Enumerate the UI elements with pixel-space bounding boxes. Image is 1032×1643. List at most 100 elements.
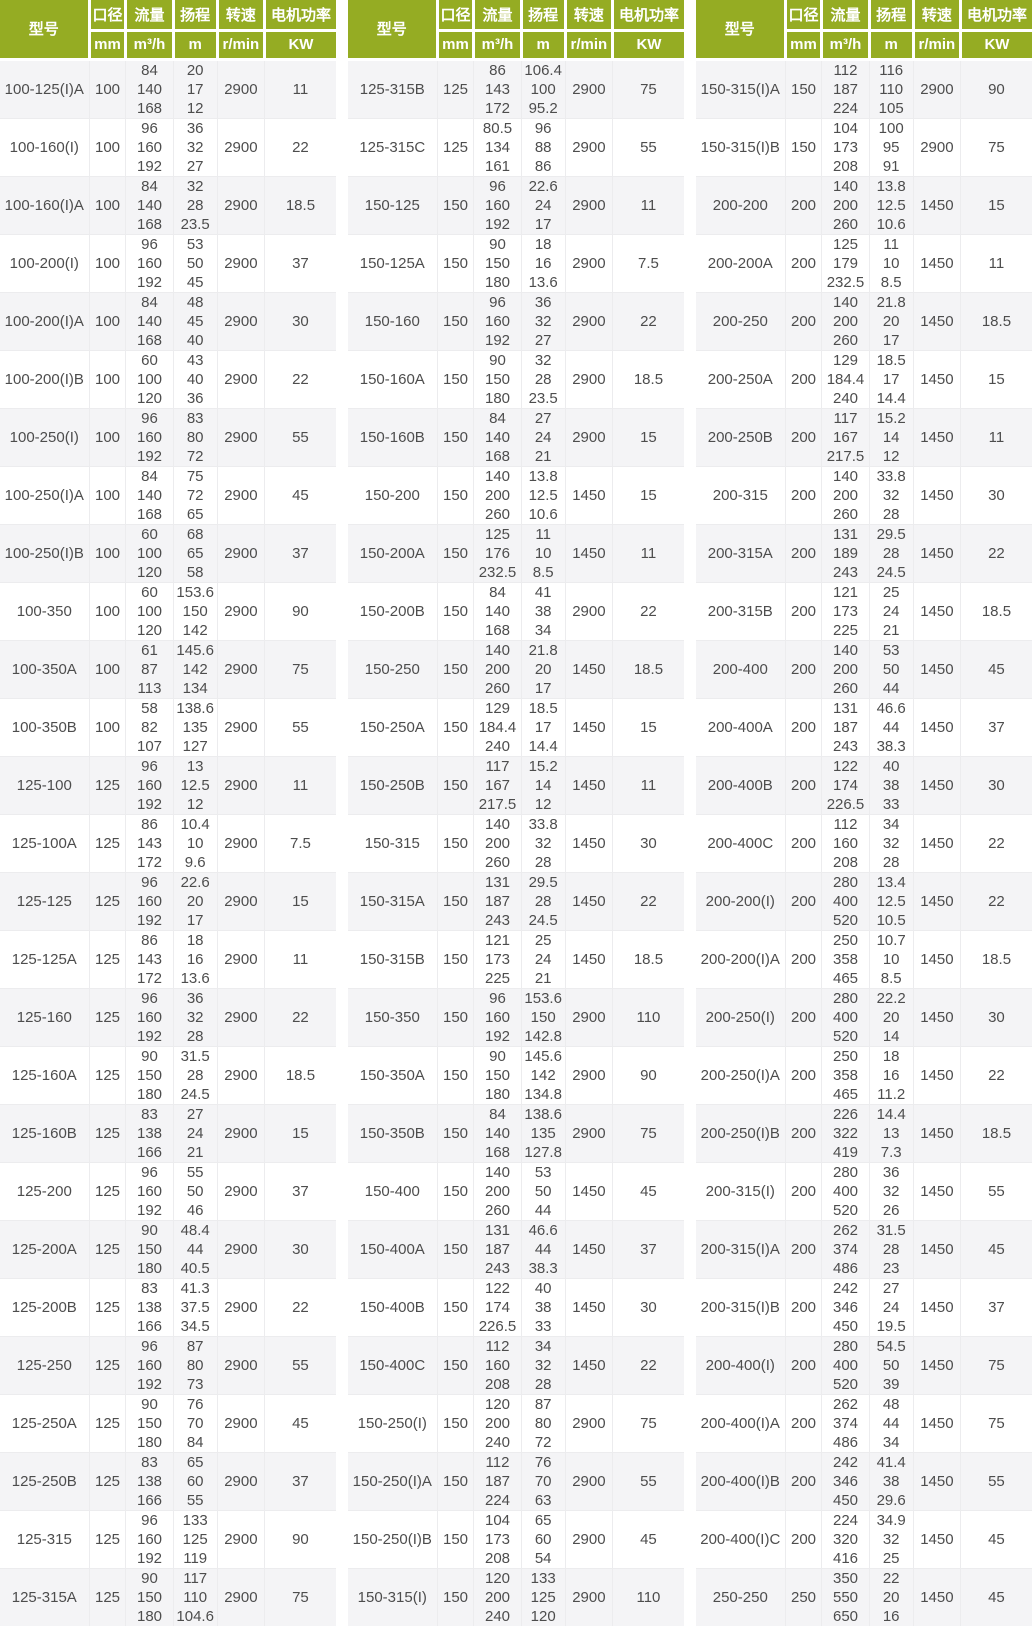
flow-cell: 122 174 226.5 bbox=[821, 756, 870, 815]
head-value: 58 bbox=[186, 563, 204, 581]
flow-cell: 140 200 260 bbox=[473, 466, 522, 525]
flow-value: 187 bbox=[484, 892, 511, 910]
col-header-model: 型号 bbox=[0, 0, 91, 61]
head-value: 20 bbox=[186, 61, 204, 79]
head-cell: 48 45 40 bbox=[173, 292, 218, 351]
flow-value: 322 bbox=[832, 1124, 859, 1142]
head-value: 50 bbox=[882, 660, 900, 678]
table-row: 150-250B 150 117 167 217.5 15.2 14 12 1450 11 bbox=[348, 756, 684, 815]
head-value: 36 bbox=[186, 989, 204, 1007]
power-cell: 22 bbox=[264, 988, 336, 1047]
diameter-cell: 125 bbox=[89, 1046, 127, 1105]
speed-cell: 1450 bbox=[913, 292, 961, 351]
flow-value: 104 bbox=[832, 119, 859, 137]
head-cell: 11 10 8.5 bbox=[869, 234, 914, 293]
head-value: 24 bbox=[534, 428, 552, 446]
table-row: 150-400 150 140 200 260 53 50 44 1450 45 bbox=[348, 1162, 684, 1221]
flow-cell: 112 187 224 bbox=[473, 1452, 522, 1511]
power-cell: 22 bbox=[612, 872, 684, 931]
flow-value: 173 bbox=[484, 1530, 511, 1548]
speed-cell: 2900 bbox=[217, 1162, 265, 1221]
diameter-cell: 100 bbox=[89, 698, 127, 757]
model-cell: 200-200(I)A bbox=[696, 930, 786, 989]
speed-cell: 1450 bbox=[913, 756, 961, 815]
head-cell: 32 28 23.5 bbox=[173, 176, 218, 235]
head-value: 46.6 bbox=[876, 699, 906, 717]
col-header-dn: 口径 bbox=[89, 0, 128, 32]
flow-value: 374 bbox=[832, 1414, 859, 1432]
head-value: 12 bbox=[186, 99, 204, 117]
model-cell: 100-200(I)B bbox=[0, 350, 90, 409]
head-cell: 13.4 12.5 10.5 bbox=[869, 872, 914, 931]
speed-cell: 2900 bbox=[217, 1278, 265, 1337]
model-cell: 125-125A bbox=[0, 930, 90, 989]
power-cell: 22 bbox=[960, 1046, 1032, 1105]
model-cell: 200-315B bbox=[696, 582, 786, 641]
head-value: 22.2 bbox=[876, 989, 906, 1007]
head-cell: 18 16 13.6 bbox=[173, 930, 218, 989]
head-value: 110 bbox=[183, 1588, 208, 1606]
speed-cell: 1450 bbox=[913, 1510, 961, 1569]
table-row: 100-200(I) 100 96 160 192 53 50 45 2900 37 bbox=[0, 234, 336, 293]
speed-cell: 1450 bbox=[565, 698, 613, 757]
table-row: 200-250A 200 129 184.4 240 18.5 17 14.4 1450 15 bbox=[696, 350, 1032, 409]
power-cell: 75 bbox=[612, 1104, 684, 1163]
flow-cell: 112 187 224 bbox=[821, 59, 870, 119]
flow-value: 232.5 bbox=[478, 563, 517, 581]
head-value: 13 bbox=[186, 757, 204, 775]
flow-value: 486 bbox=[832, 1259, 859, 1277]
table-row: 150-250A 150 129 184.4 240 18.5 17 14.4 1450 15 bbox=[348, 698, 684, 757]
head-value: 134.8 bbox=[524, 1085, 562, 1103]
diameter-cell: 150 bbox=[437, 1278, 475, 1337]
head-value: 133 bbox=[182, 1511, 208, 1529]
flow-value: 150 bbox=[484, 370, 511, 388]
head-cell: 76 70 63 bbox=[521, 1452, 566, 1511]
power-cell: 11 bbox=[612, 756, 684, 815]
head-value: 45 bbox=[186, 312, 204, 330]
flow-cell: 104 173 208 bbox=[821, 118, 870, 177]
flow-cell: 250 358 465 bbox=[821, 930, 870, 989]
power-cell: 90 bbox=[264, 582, 336, 641]
power-cell: 7.5 bbox=[264, 814, 336, 873]
model-cell: 125-200B bbox=[0, 1278, 90, 1337]
head-cell: 41 38 34 bbox=[521, 582, 566, 641]
flow-value: 280 bbox=[832, 1163, 859, 1181]
flow-value: 160 bbox=[136, 1182, 163, 1200]
flow-value: 173 bbox=[832, 602, 859, 620]
flow-value: 187 bbox=[484, 1472, 511, 1490]
flow-value: 96 bbox=[489, 293, 506, 311]
flow-cell: 96 160 192 bbox=[125, 872, 174, 931]
head-value: 17 bbox=[534, 215, 552, 233]
flow-value: 187 bbox=[832, 718, 859, 736]
flow-value: 96 bbox=[141, 873, 158, 891]
diameter-cell: 250 bbox=[785, 1568, 823, 1626]
head-value: 27 bbox=[534, 331, 552, 349]
diameter-cell: 125 bbox=[89, 1394, 127, 1453]
flow-cell: 96 160 192 bbox=[125, 234, 174, 293]
power-cell: 45 bbox=[988, 1588, 1005, 1606]
head-value: 88 bbox=[534, 138, 552, 156]
table-row: 200-315B 200 121 173 225 25 24 21 1450 18.5 bbox=[696, 582, 1032, 641]
speed-cell: 2900 bbox=[217, 1220, 265, 1279]
table-row: 125-200A 125 90 150 180 48.4 44 40.5 2900 30 bbox=[0, 1220, 336, 1279]
model-cell: 200-250(I)B bbox=[696, 1104, 786, 1163]
head-value: 21 bbox=[534, 969, 552, 987]
speed-cell: 2900 bbox=[565, 59, 613, 119]
speed-cell: 2900 bbox=[217, 176, 265, 235]
head-cell: 22 20 16 bbox=[869, 1568, 914, 1626]
header-row-labels: 型号 口径 流量 扬程 转速 电机功率 bbox=[0, 0, 336, 61]
table-row: 200-315A 200 131 189 243 29.5 28 24.5 1450 22 bbox=[696, 524, 1032, 583]
flow-value: 180 bbox=[484, 389, 511, 407]
flow-value: 192 bbox=[136, 1027, 163, 1045]
flow-value: 86 bbox=[141, 815, 158, 833]
diameter-cell: 125 bbox=[89, 756, 127, 815]
table-row: 100-125(I)A 100 84 140 168 20 17 12 2900 11 bbox=[0, 59, 336, 119]
model-cell: 150-400B bbox=[348, 1278, 438, 1337]
table-header: 型号 口径 流量 扬程 转速 电机功率 mm m³/h m r/min KW bbox=[348, 0, 684, 61]
diameter-cell: 200 bbox=[785, 1278, 823, 1337]
flow-cell: 112 160 208 bbox=[473, 1336, 522, 1395]
table-row: 200-250 200 140 200 260 21.8 20 17 1450 18.5 bbox=[696, 292, 1032, 351]
model-cell: 200-315(I)B bbox=[696, 1278, 786, 1337]
head-value: 100 bbox=[530, 80, 556, 98]
diameter-cell: 150 bbox=[437, 408, 475, 467]
